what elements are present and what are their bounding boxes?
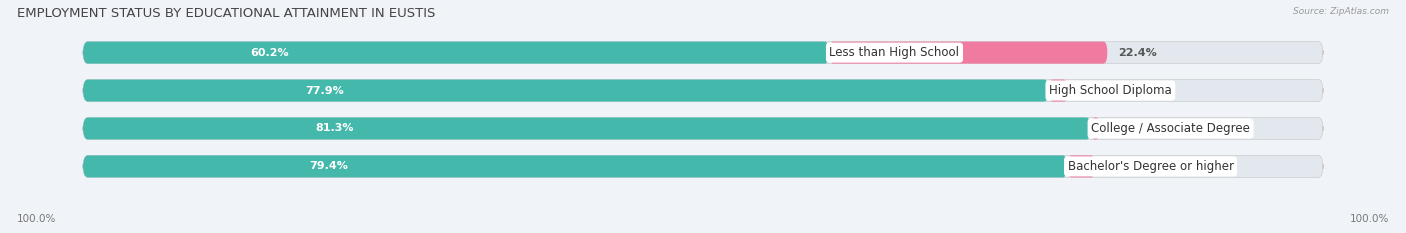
Text: EMPLOYMENT STATUS BY EDUCATIONAL ATTAINMENT IN EUSTIS: EMPLOYMENT STATUS BY EDUCATIONAL ATTAINM…: [17, 7, 436, 20]
Text: Less than High School: Less than High School: [830, 46, 959, 59]
Text: High School Diploma: High School Diploma: [1049, 84, 1171, 97]
FancyBboxPatch shape: [83, 155, 1067, 177]
Text: 79.4%: 79.4%: [309, 161, 349, 171]
Text: College / Associate Degree: College / Associate Degree: [1091, 122, 1250, 135]
FancyBboxPatch shape: [83, 42, 1323, 64]
Text: 22.4%: 22.4%: [1118, 48, 1157, 58]
FancyBboxPatch shape: [1067, 155, 1095, 177]
Text: 1.5%: 1.5%: [1078, 86, 1109, 96]
Text: 100.0%: 100.0%: [17, 214, 56, 224]
Text: Bachelor's Degree or higher: Bachelor's Degree or higher: [1067, 160, 1233, 173]
FancyBboxPatch shape: [1049, 79, 1067, 102]
FancyBboxPatch shape: [1091, 117, 1099, 140]
Text: 60.2%: 60.2%: [250, 48, 288, 58]
Text: Source: ZipAtlas.com: Source: ZipAtlas.com: [1294, 7, 1389, 16]
FancyBboxPatch shape: [83, 42, 830, 64]
FancyBboxPatch shape: [83, 79, 1049, 102]
Text: 100.0%: 100.0%: [1350, 214, 1389, 224]
FancyBboxPatch shape: [83, 117, 1091, 140]
Text: 77.9%: 77.9%: [305, 86, 344, 96]
FancyBboxPatch shape: [83, 117, 1323, 140]
Text: 2.2%: 2.2%: [1107, 161, 1137, 171]
FancyBboxPatch shape: [83, 79, 1323, 102]
Text: 0.7%: 0.7%: [1111, 123, 1142, 134]
FancyBboxPatch shape: [83, 155, 1323, 177]
FancyBboxPatch shape: [830, 42, 1108, 64]
Text: 81.3%: 81.3%: [316, 123, 354, 134]
